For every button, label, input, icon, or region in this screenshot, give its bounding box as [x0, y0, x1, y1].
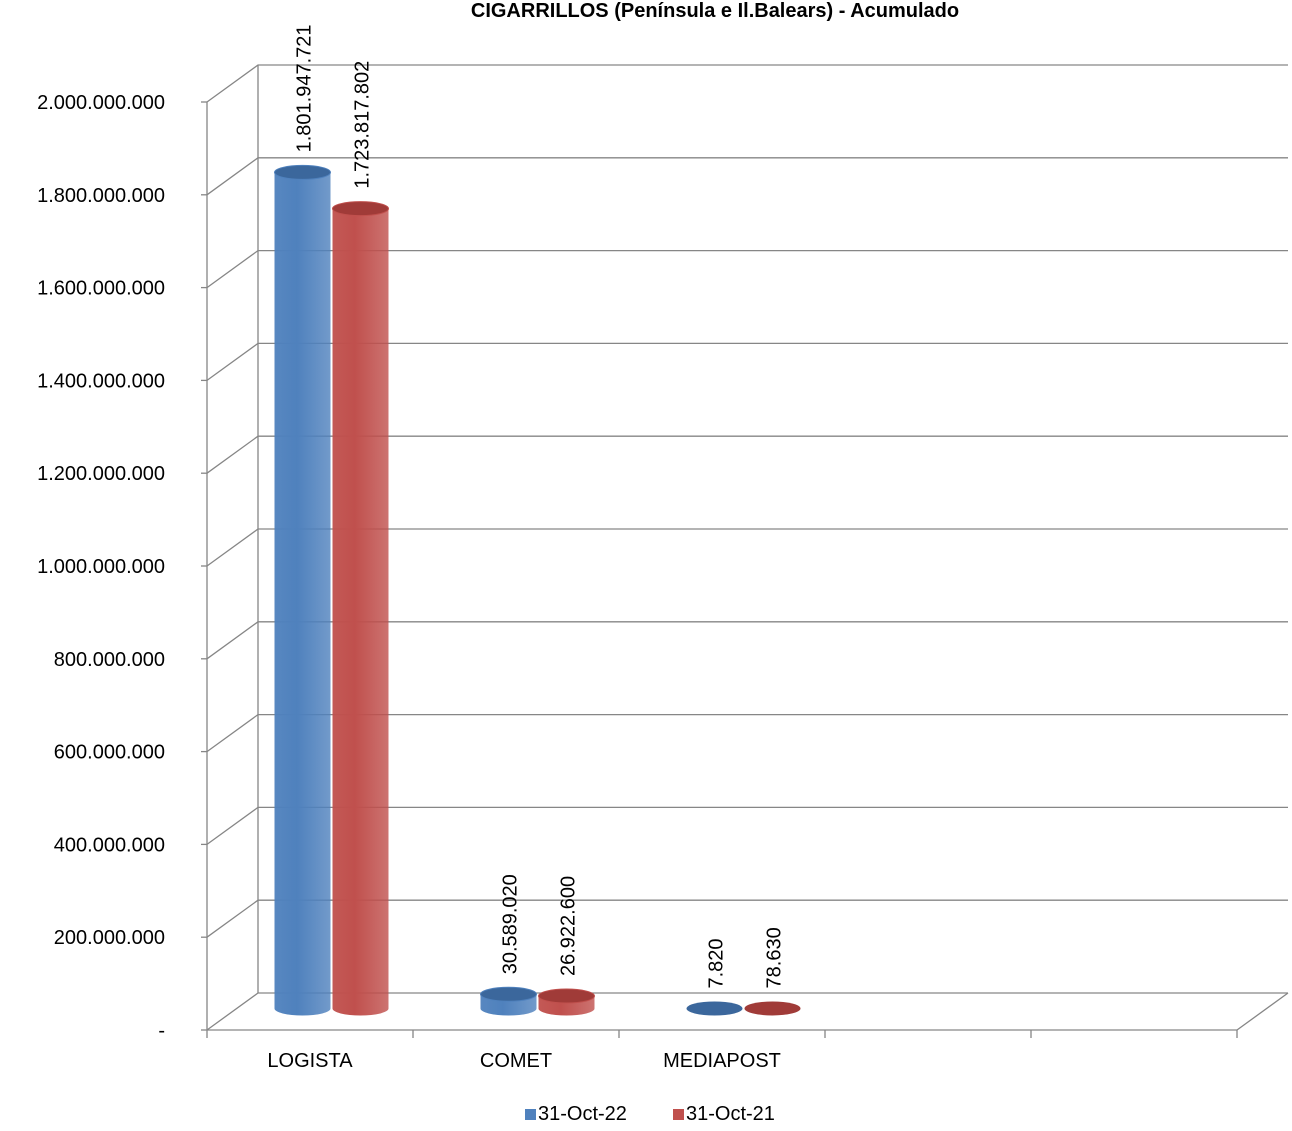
y-tick-label: 200.000.000 — [54, 927, 165, 949]
gridline — [206, 528, 1288, 567]
data-label: 7.820 — [706, 938, 728, 988]
y-tick-label: 800.000.000 — [54, 649, 165, 671]
chart-title: CIGARRILLOS (Península e Il.Balears) - A… — [471, 0, 959, 22]
legend: 31-Oct-22 31-Oct-21 — [525, 1103, 775, 1125]
gridline — [206, 713, 1288, 753]
bar-31-oct-21-comet — [538, 988, 595, 1016]
bar-31-oct-22-logista — [274, 164, 331, 1016]
gridline — [206, 899, 1288, 938]
x-axis-ticks: LOGISTA COMET MEDIAPOST — [206, 1030, 1238, 1072]
bar-31-oct-22-comet — [480, 986, 537, 1016]
gridline — [206, 64, 1288, 103]
gridline — [206, 342, 1288, 381]
gridline — [206, 806, 1288, 845]
gridline — [206, 157, 1288, 196]
data-labels: 1.801.947.721 30.589.020 7.820 1.723.817.80… — [294, 24, 786, 988]
x-tick-label: LOGISTA — [267, 1050, 353, 1072]
gridline — [206, 992, 1288, 1031]
y-tick-label: 600.000.000 — [54, 742, 165, 764]
y-tick-label: 1.000.000.000 — [37, 556, 165, 578]
y-tick-label: 1.600.000.000 — [37, 278, 165, 300]
bar-31-oct-21-logista — [332, 201, 389, 1016]
y-axis-ticks: - 200.000.000 400.000.000 600.000.000 800.00… — [37, 92, 207, 1042]
data-label: 78.630 — [764, 927, 786, 988]
data-label: 30.589.020 — [500, 874, 522, 974]
y-tick-label: 2.000.000.000 — [37, 92, 165, 114]
legend-label-31-oct-21: 31-Oct-21 — [686, 1103, 775, 1125]
gridline — [206, 249, 1288, 289]
data-label: 26.922.600 — [558, 876, 580, 976]
bar-31-oct-22-mediapost — [686, 1001, 743, 1016]
y-tick-label: 1.400.000.000 — [37, 370, 165, 392]
legend-label-31-oct-22: 31-Oct-22 — [538, 1103, 627, 1125]
data-label: 1.723.817.802 — [352, 61, 374, 189]
gridline — [206, 435, 1288, 474]
data-label: 1.801.947.721 — [294, 24, 316, 152]
y-tick-label: 1.800.000.000 — [37, 185, 165, 207]
y-tick-label: 1.200.000.000 — [37, 463, 165, 485]
y-tick-label: 400.000.000 — [54, 834, 165, 856]
y-tick-label: - — [158, 1020, 165, 1042]
gridline — [206, 621, 1288, 660]
legend-swatch-31-oct-21 — [673, 1109, 684, 1120]
gridlines — [206, 64, 1288, 1031]
bar-31-oct-21-mediapost — [744, 1001, 801, 1016]
legend-swatch-31-oct-22 — [525, 1109, 536, 1120]
x-tick-label: COMET — [480, 1050, 552, 1072]
bars — [274, 164, 801, 1016]
x-tick-label: MEDIAPOST — [663, 1050, 781, 1072]
